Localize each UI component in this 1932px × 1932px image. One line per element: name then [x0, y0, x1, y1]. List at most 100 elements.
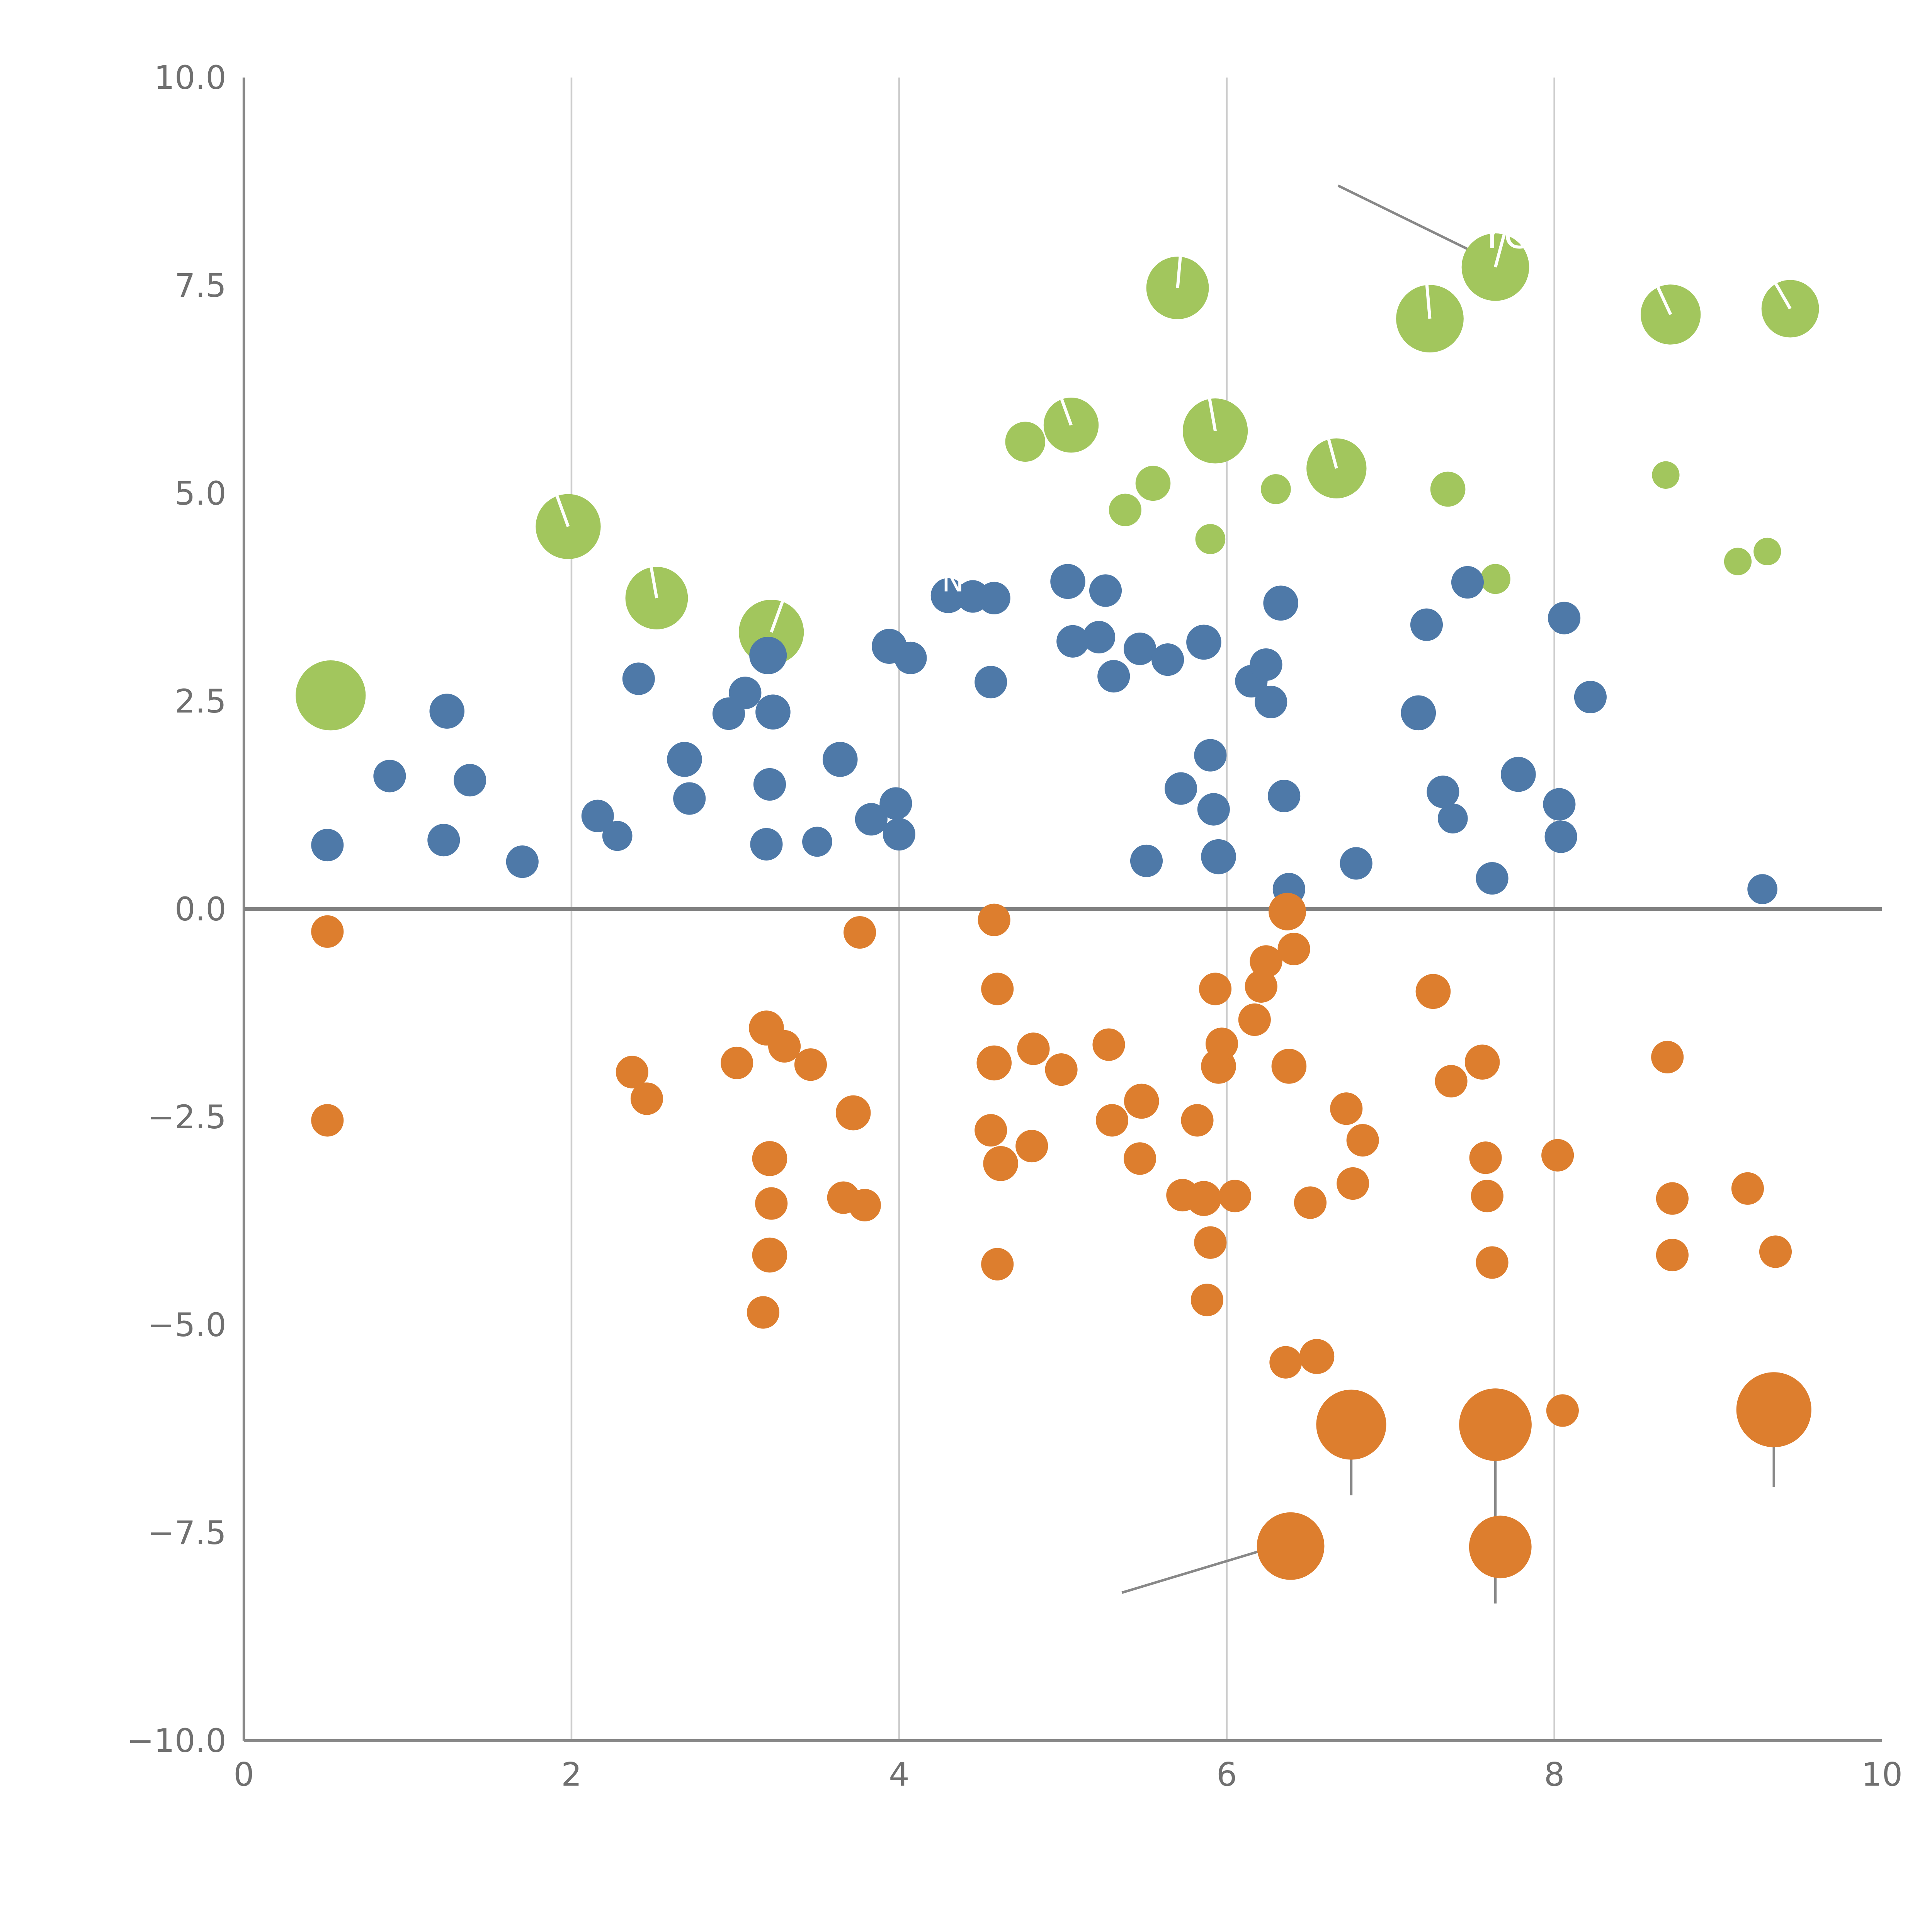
leader-line [1121, 1546, 1272, 1594]
data-point-blue [894, 641, 927, 674]
data-point-orange [1045, 1053, 1078, 1086]
data-point-orange [1546, 1394, 1579, 1427]
data-point-orange [1299, 1339, 1335, 1374]
bubble-needle [555, 495, 570, 527]
data-point-blue [755, 694, 791, 730]
data-point-blue [753, 768, 786, 801]
data-point-blue [1089, 574, 1122, 607]
data-point-blue [1574, 680, 1607, 714]
data-point-orange [752, 1237, 787, 1273]
data-point-green [1195, 524, 1226, 554]
data-point-orange [1271, 1049, 1307, 1084]
x-tick-label: 10 [1861, 1755, 1903, 1793]
data-point-blue [1164, 772, 1197, 805]
data-point-blue [1263, 585, 1298, 621]
data-point-blue [1151, 643, 1184, 676]
data-point-orange [1656, 1238, 1689, 1272]
data-point-blue [978, 582, 1010, 614]
data-point-blue [1197, 793, 1230, 826]
data-point-orange [1435, 1065, 1468, 1098]
data-point-blue [1501, 757, 1536, 792]
data-point-orange [1238, 1003, 1271, 1036]
bubble-needle [1425, 285, 1432, 319]
data-point-blue [1097, 660, 1130, 693]
data-point-orange [1759, 1235, 1792, 1268]
data-point-orange [311, 1104, 344, 1137]
data-point-orange [978, 903, 1010, 936]
data-point-green [1640, 284, 1701, 345]
data-point-orange [1269, 1346, 1302, 1379]
data-point-blue [1340, 847, 1372, 880]
data-point-orange [1330, 1092, 1363, 1125]
data-point-blue [1747, 874, 1777, 904]
data-point-green [1430, 471, 1466, 507]
y-tick-label: −2.5 [147, 1098, 226, 1136]
data-point-orange [1346, 1124, 1379, 1157]
data-point-orange [981, 1248, 1014, 1281]
data-point-orange [844, 916, 876, 949]
data-point-blue [673, 782, 706, 815]
data-point-green [1480, 564, 1510, 594]
data-point-orange [1092, 1028, 1125, 1061]
data-point-blue [1083, 621, 1116, 654]
data-point-blue [373, 760, 406, 793]
data-point-blue [602, 821, 633, 851]
data-point-green [1753, 537, 1781, 565]
data-point-orange [755, 1187, 788, 1220]
data-point-blue [1451, 566, 1484, 599]
data-point-orange [1190, 1284, 1223, 1316]
data-point-orange [1469, 1515, 1532, 1578]
data-point-orange [983, 1146, 1019, 1181]
bubble-needle [1208, 398, 1217, 431]
x-tick-label: 0 [233, 1755, 254, 1793]
data-point-blue [930, 578, 966, 613]
bubble-needle [1494, 234, 1506, 268]
data-point-blue [1544, 820, 1577, 853]
data-point-orange [1250, 945, 1282, 978]
data-point-green [1261, 474, 1291, 504]
data-point-blue [879, 787, 912, 820]
data-point-blue [1050, 564, 1085, 599]
data-point-orange [1269, 893, 1306, 930]
data-point-orange [1656, 1182, 1689, 1215]
data-point-blue [506, 845, 539, 878]
y-tick-label: 5.0 [175, 474, 226, 512]
y-tick-label: −10.0 [127, 1722, 226, 1760]
data-point-orange [1731, 1172, 1764, 1205]
data-point-orange [1095, 1104, 1129, 1137]
data-point-orange [794, 1048, 827, 1081]
data-point-blue [429, 694, 465, 729]
data-point-orange [1194, 1226, 1227, 1259]
data-point-blue [1186, 624, 1221, 660]
y-tick-label: 0.0 [175, 890, 226, 928]
data-point-blue [855, 803, 888, 836]
data-point-orange [1316, 1389, 1386, 1460]
bubble-needle [1176, 257, 1182, 288]
bubble-needle [1656, 286, 1672, 315]
data-point-blue [802, 827, 832, 857]
data-point-green [1135, 466, 1171, 501]
data-point-blue [1255, 685, 1287, 718]
data-point-blue [1427, 776, 1459, 808]
data-point-blue [1268, 779, 1301, 813]
data-point-blue [822, 742, 858, 777]
data-point-green [1109, 493, 1141, 526]
data-point-orange [1186, 1181, 1221, 1216]
data-point-orange [1464, 1044, 1500, 1080]
data-point-blue [1410, 608, 1443, 641]
y-tick-label: 7.5 [175, 267, 226, 304]
y-tick-label: −7.5 [147, 1514, 226, 1552]
data-point-orange [835, 1095, 871, 1131]
data-point-orange [1459, 1388, 1532, 1461]
data-point-blue [1437, 803, 1468, 834]
bubble-needle [1774, 283, 1792, 310]
data-point-orange [1199, 973, 1232, 1005]
x-tick-label: 2 [561, 1755, 582, 1793]
annotation-label: N [942, 564, 964, 599]
data-point-blue [1056, 625, 1089, 658]
data-point-orange [1541, 1139, 1574, 1172]
data-point-orange [1218, 1180, 1252, 1213]
data-point-green [1005, 422, 1046, 462]
data-point-orange [1015, 1130, 1048, 1163]
